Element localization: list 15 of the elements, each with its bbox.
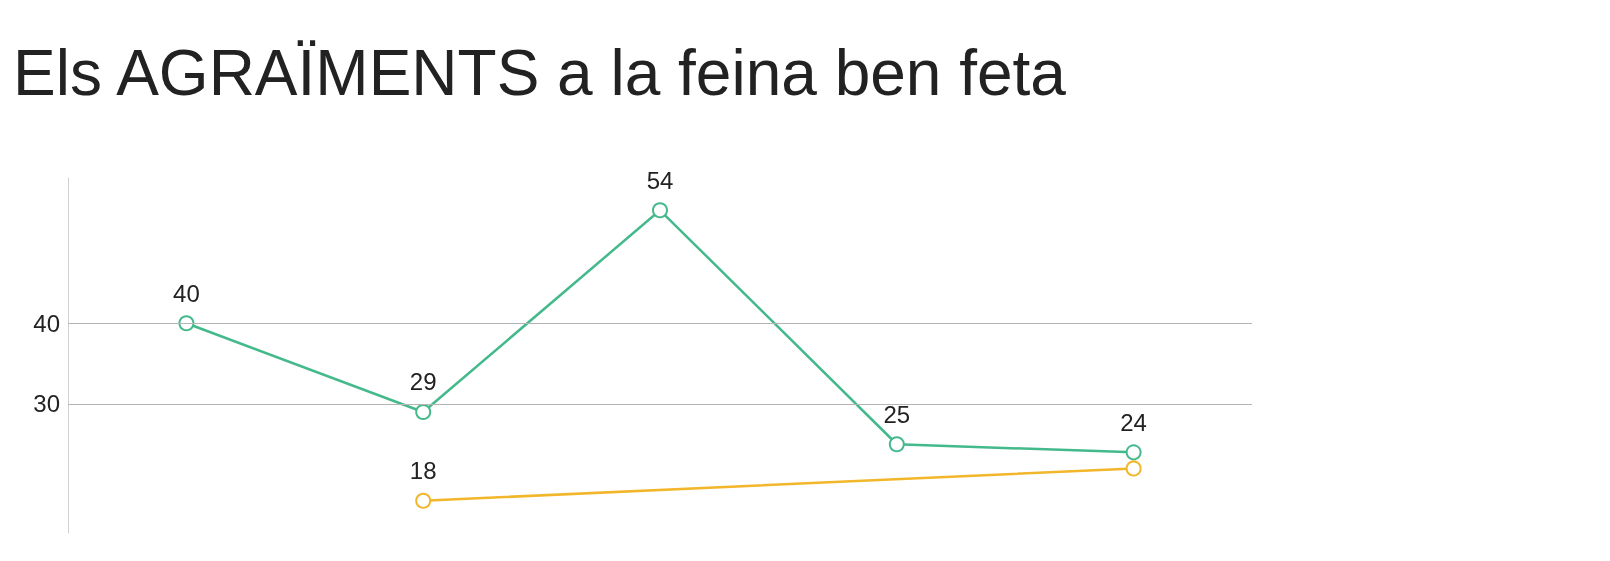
- data-label: 29: [409, 368, 437, 396]
- data-label: 18: [409, 457, 437, 485]
- data-label: 40: [173, 279, 200, 307]
- point: [1125, 444, 1142, 461]
- point: [415, 492, 432, 509]
- point: [178, 315, 195, 332]
- point: [888, 436, 905, 453]
- chart-title: Els AGRAÏMENTS a la feina ben feta: [13, 37, 1067, 109]
- data-label: 54: [646, 166, 674, 194]
- y-tick-label: 30: [33, 390, 60, 418]
- data-label: 25: [883, 400, 911, 428]
- point: [415, 403, 432, 420]
- point: [1125, 460, 1142, 477]
- data-label: 24: [1120, 408, 1147, 436]
- point: [652, 202, 668, 219]
